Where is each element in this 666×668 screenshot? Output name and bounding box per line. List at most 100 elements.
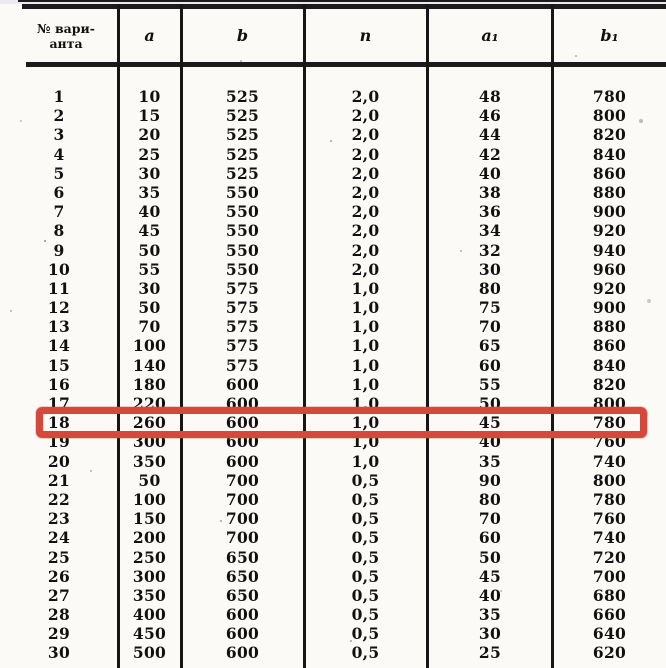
cell-n: 1,0 (351, 413, 380, 433)
cell-b: 550 (225, 259, 260, 279)
cell-a: 15 (138, 106, 161, 126)
cell-a: 40 (138, 202, 161, 222)
cell-variant_no: 28 (47, 605, 71, 625)
cell-variant_no: 30 (47, 643, 71, 663)
cell-a: 50 (138, 470, 161, 490)
cell-a: 200 (132, 528, 167, 548)
cell-a: 30 (138, 163, 161, 183)
header-col-b1: b₁ (600, 26, 619, 45)
cell-variant_no: 3 (53, 125, 65, 145)
cell-a1: 44 (478, 125, 502, 145)
table-rows: 1 10 525 2,0 48 780 2 15 525 2,0 46 800 3 20 525 2,0 44 8… (0, 87, 666, 663)
cell-a: 300 (132, 432, 167, 452)
cell-b: 575 (225, 317, 260, 337)
cell-variant_no: 10 (47, 259, 71, 279)
table-row: 6 35 550 2,0 38 880 (0, 183, 666, 202)
cell-b: 600 (225, 643, 260, 663)
cell-b1: 920 (592, 278, 627, 298)
cell-a1: 80 (478, 489, 502, 509)
cell-b1: 720 (592, 547, 627, 567)
cell-a1: 75 (478, 298, 502, 318)
cell-b1: 740 (592, 451, 627, 471)
cell-b1: 840 (592, 355, 627, 375)
cell-n: 0,5 (351, 605, 380, 625)
cell-n: 0,5 (351, 528, 380, 548)
cell-a: 100 (132, 336, 167, 356)
cell-b: 550 (225, 182, 260, 202)
cell-b1: 780 (592, 489, 627, 509)
cell-b: 600 (225, 413, 260, 433)
cell-b1: 880 (592, 317, 627, 337)
table-row: 18 260 600 1,0 45 780 (0, 413, 666, 432)
cell-a1: 30 (478, 259, 502, 279)
cell-a1: 42 (478, 144, 502, 164)
cell-b: 650 (225, 566, 260, 586)
cell-variant_no: 6 (53, 182, 65, 202)
column-divider (551, 4, 554, 668)
cell-b: 550 (225, 240, 260, 260)
cell-b: 575 (225, 298, 260, 318)
cell-a1: 36 (478, 202, 502, 222)
table-row: 24 200 700 0,5 60 740 (0, 528, 666, 547)
cell-b1: 820 (592, 125, 627, 145)
cell-a1: 70 (478, 509, 502, 529)
cell-n: 1,0 (351, 317, 380, 337)
column-divider (426, 4, 429, 668)
cell-b1: 780 (592, 87, 627, 106)
header-col-a1: a₁ (481, 26, 499, 45)
cell-a: 150 (132, 509, 167, 529)
cell-variant_no: 25 (47, 547, 71, 567)
cell-b: 550 (225, 221, 260, 241)
cell-variant_no: 4 (53, 144, 65, 164)
cell-variant_no: 7 (53, 202, 65, 222)
cell-b1: 920 (592, 221, 627, 241)
column-divider (303, 4, 306, 668)
cell-b: 600 (225, 451, 260, 471)
cell-a1: 40 (478, 585, 502, 605)
cell-a: 50 (138, 298, 161, 318)
cell-n: 0,5 (351, 489, 380, 509)
cell-b1: 840 (592, 144, 627, 164)
cell-a1: 50 (478, 394, 502, 413)
cell-variant_no: 29 (47, 624, 71, 644)
cell-b1: 620 (592, 643, 627, 663)
cell-a: 10 (138, 87, 161, 106)
table-row: 15 140 575 1,0 60 840 (0, 356, 666, 375)
cell-n: 0,5 (351, 643, 380, 663)
table-row: 8 45 550 2,0 34 920 (0, 221, 666, 240)
cell-variant_no: 20 (47, 451, 71, 471)
cell-b: 575 (225, 278, 260, 298)
cell-n: 1,0 (351, 355, 380, 375)
cell-b: 525 (225, 125, 260, 145)
cell-a1: 48 (478, 87, 502, 106)
table-row: 21 50 700 0,5 90 800 (0, 471, 666, 490)
table-row: 19 300 600 1,0 40 760 (0, 432, 666, 451)
cell-variant_no: 24 (47, 528, 71, 548)
table-row: 26 300 650 0,5 45 700 (0, 567, 666, 586)
cell-variant_no: 19 (47, 432, 71, 452)
cell-a: 55 (138, 259, 161, 279)
cell-a: 25 (138, 144, 161, 164)
cell-b1: 860 (592, 336, 627, 356)
cell-b1: 660 (592, 605, 627, 625)
table-row: 30 500 600 0,5 25 620 (0, 643, 666, 662)
header-col-a: a (144, 26, 155, 45)
cell-a: 30 (138, 278, 161, 298)
cell-a: 20 (138, 125, 161, 145)
cell-a1: 60 (478, 528, 502, 548)
cell-a: 140 (132, 355, 167, 375)
cell-a1: 60 (478, 355, 502, 375)
cell-b1: 900 (592, 202, 627, 222)
cell-n: 0,5 (351, 470, 380, 490)
cell-a: 350 (132, 585, 167, 605)
cell-variant_no: 26 (47, 566, 71, 586)
table-row: 7 40 550 2,0 36 900 (0, 202, 666, 221)
cell-b1: 900 (592, 298, 627, 318)
cell-a1: 80 (478, 278, 502, 298)
cell-a1: 25 (478, 643, 502, 663)
table-top-rule-thin (18, 0, 666, 2)
table-row: 12 50 575 1,0 75 900 (0, 298, 666, 317)
cell-a1: 35 (478, 451, 502, 471)
cell-variant_no: 21 (47, 470, 71, 490)
cell-n: 0,5 (351, 566, 380, 586)
